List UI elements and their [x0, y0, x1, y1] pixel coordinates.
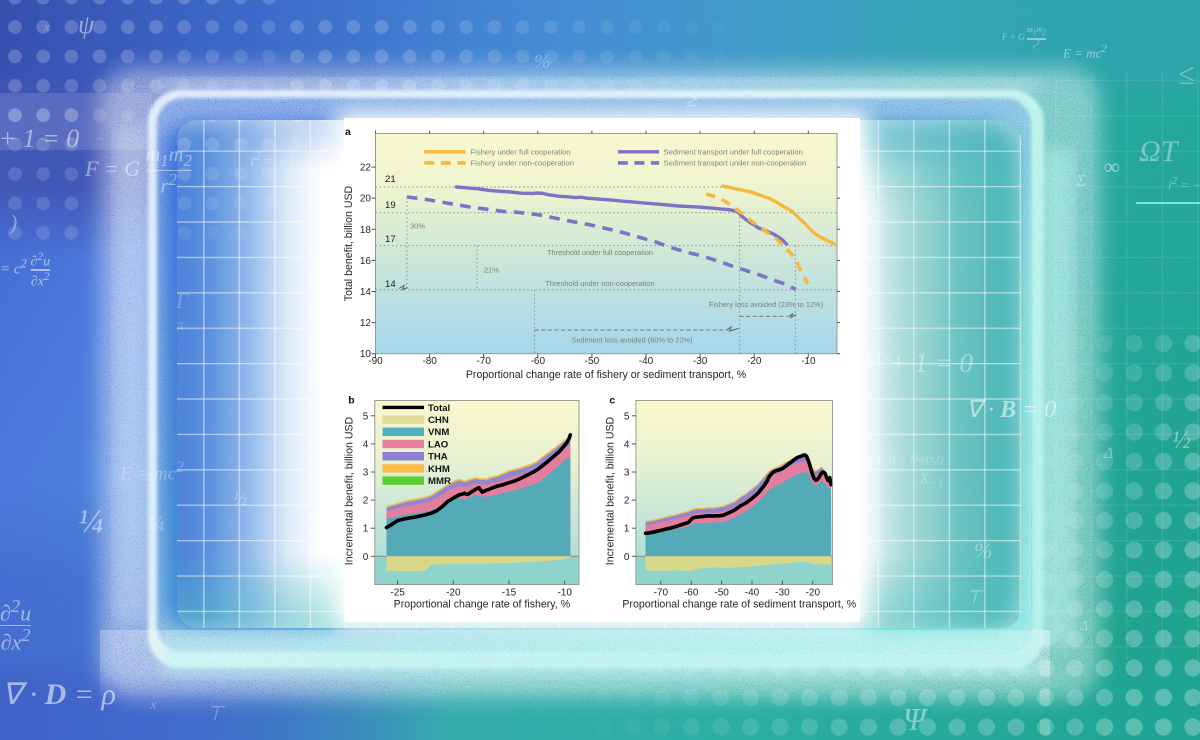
svg-text:-40: -40: [745, 588, 760, 599]
svg-text:-20: -20: [446, 588, 461, 599]
svg-text:22: 22: [360, 163, 372, 174]
svg-text:4: 4: [363, 439, 369, 450]
svg-text:CHN: CHN: [428, 415, 449, 426]
svg-text:MMR: MMR: [428, 476, 451, 487]
svg-text:-90: -90: [368, 356, 383, 367]
svg-text:LAO: LAO: [428, 439, 449, 450]
svg-text:Proportional change rate of fi: Proportional change rate of fishery, %: [394, 599, 571, 611]
svg-text:10: 10: [360, 349, 372, 360]
svg-text:2: 2: [363, 496, 369, 507]
svg-text:-40: -40: [639, 356, 654, 367]
svg-text:18: 18: [360, 225, 372, 236]
svg-text:21: 21: [385, 174, 396, 185]
svg-text:2: 2: [624, 496, 630, 507]
svg-text:-70: -70: [654, 588, 669, 599]
svg-text:16: 16: [360, 256, 372, 267]
svg-text:30%: 30%: [410, 222, 425, 231]
svg-text:-80: -80: [422, 356, 437, 367]
svg-text:19: 19: [385, 200, 396, 211]
svg-text:Threshold under non-cooperatio: Threshold under non-cooperation: [545, 279, 654, 288]
svg-text:-25: -25: [390, 588, 405, 599]
svg-text:-30: -30: [693, 356, 708, 367]
svg-text:3: 3: [363, 468, 369, 479]
svg-text:0: 0: [363, 552, 369, 563]
svg-text:Incremental benefit, billion U: Incremental benefit, billion USD: [344, 416, 356, 565]
svg-text:-50: -50: [714, 588, 729, 599]
svg-text:Fishery under full cooperation: Fishery under full cooperation: [471, 147, 571, 156]
svg-text:THA: THA: [428, 452, 448, 463]
svg-text:3: 3: [624, 468, 630, 479]
svg-text:-60: -60: [531, 356, 546, 367]
svg-text:20: 20: [360, 194, 372, 205]
svg-text:21%: 21%: [484, 266, 499, 275]
svg-text:Sediment transport under full: Sediment transport under full cooperatio…: [664, 147, 803, 156]
svg-text:-20: -20: [747, 356, 762, 367]
svg-text:14: 14: [385, 279, 396, 290]
svg-text:Proportional change rate of se: Proportional change rate of sediment tra…: [622, 599, 856, 611]
svg-text:-30: -30: [775, 588, 790, 599]
svg-text:Threshold under full cooperati: Threshold under full cooperation: [547, 248, 653, 257]
svg-text:Sediment transport under non-c: Sediment transport under non-cooperation: [664, 159, 807, 168]
svg-text:Fishery under non-cooperation: Fishery under non-cooperation: [471, 159, 574, 168]
svg-text:Total benefit, billion USD: Total benefit, billion USD: [343, 185, 355, 301]
svg-text:-10: -10: [801, 356, 816, 367]
svg-text:Total: Total: [428, 403, 450, 414]
svg-text:5: 5: [624, 411, 630, 422]
svg-text:c: c: [609, 395, 615, 407]
svg-text:0: 0: [624, 552, 630, 563]
svg-text:a: a: [345, 126, 351, 138]
svg-text:-50: -50: [585, 356, 600, 367]
svg-text:b: b: [348, 395, 354, 407]
svg-text:14: 14: [360, 287, 372, 298]
svg-text:1: 1: [363, 524, 369, 535]
svg-text:Sediment loss avoided (60% to: Sediment loss avoided (60% to 22%): [571, 336, 692, 345]
svg-text:KHM: KHM: [428, 464, 450, 475]
svg-text:4: 4: [624, 439, 630, 450]
svg-text:Proportional change rate of fi: Proportional change rate of fishery or s…: [466, 369, 747, 381]
svg-text:17: 17: [385, 234, 396, 245]
svg-text:-60: -60: [684, 588, 699, 599]
svg-text:Fishery loss avoided (23% to 1: Fishery loss avoided (23% to 12%): [709, 300, 823, 309]
svg-text:VNM: VNM: [428, 427, 449, 438]
svg-text:1: 1: [624, 524, 630, 535]
svg-text:Incremental benefit, billion U: Incremental benefit, billion USD: [605, 416, 617, 565]
svg-text:5: 5: [363, 411, 369, 422]
svg-text:-70: -70: [476, 356, 491, 367]
svg-text:-15: -15: [502, 588, 517, 599]
svg-text:-20: -20: [806, 588, 821, 599]
svg-text:12: 12: [360, 318, 372, 329]
svg-text:-10: -10: [557, 588, 572, 599]
